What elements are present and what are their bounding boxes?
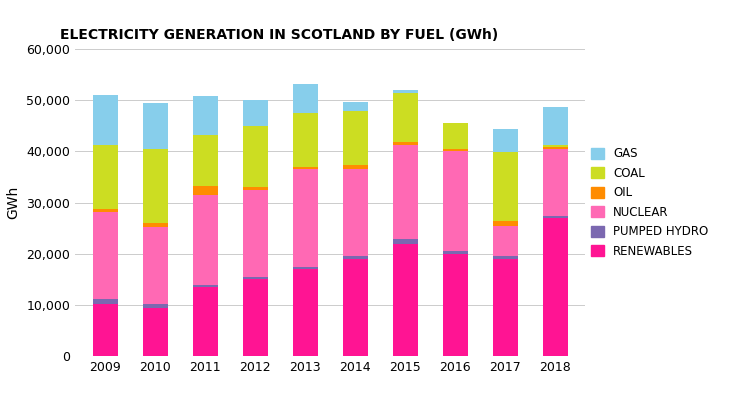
Bar [142,149,167,223]
Bar [142,103,167,149]
Bar [542,216,568,218]
Bar [392,93,418,142]
Bar [343,256,368,259]
Bar [242,126,268,187]
Bar [193,186,217,195]
Bar [343,102,368,111]
Bar [292,266,317,269]
Bar [392,90,418,93]
Bar [442,254,467,356]
Bar [142,308,167,356]
Bar [193,285,217,287]
Bar [92,212,118,299]
Bar [493,226,517,256]
Bar [292,84,317,113]
Bar [292,113,317,166]
Bar [493,152,517,221]
Bar [442,124,467,149]
Bar [442,151,467,251]
Bar [242,187,268,190]
Bar [392,239,418,243]
Text: ELECTRICITY GENERATION IN SCOTLAND BY FUEL (GWh): ELECTRICITY GENERATION IN SCOTLAND BY FU… [60,28,498,43]
Bar [343,164,368,168]
Bar [92,299,118,304]
Bar [493,129,517,152]
Bar [343,259,368,356]
Y-axis label: GWh: GWh [7,186,20,219]
Bar [343,111,368,164]
Legend: GAS, COAL, OIL, NUCLEAR, PUMPED HYDRO, RENEWABLES: GAS, COAL, OIL, NUCLEAR, PUMPED HYDRO, R… [591,147,709,258]
Bar [442,149,467,151]
Bar [92,145,118,209]
Bar [242,277,268,279]
Bar [242,100,268,126]
Bar [542,218,568,356]
Bar [92,95,118,145]
Bar [242,279,268,356]
Bar [292,169,317,266]
Bar [142,304,167,308]
Bar [442,251,467,254]
Bar [142,223,167,227]
Bar [493,256,517,259]
Bar [542,145,568,147]
Bar [92,209,118,212]
Bar [193,96,217,135]
Bar [392,142,418,145]
Bar [343,168,368,256]
Bar [193,135,217,186]
Bar [392,145,418,239]
Bar [493,259,517,356]
Bar [92,304,118,356]
Bar [242,190,268,277]
Bar [292,166,317,169]
Bar [392,243,418,356]
Bar [193,195,217,285]
Bar [292,269,317,356]
Bar [142,227,167,304]
Bar [442,123,467,124]
Bar [193,287,217,356]
Bar [542,149,568,216]
Bar [493,221,517,226]
Bar [542,107,568,145]
Bar [542,147,568,149]
